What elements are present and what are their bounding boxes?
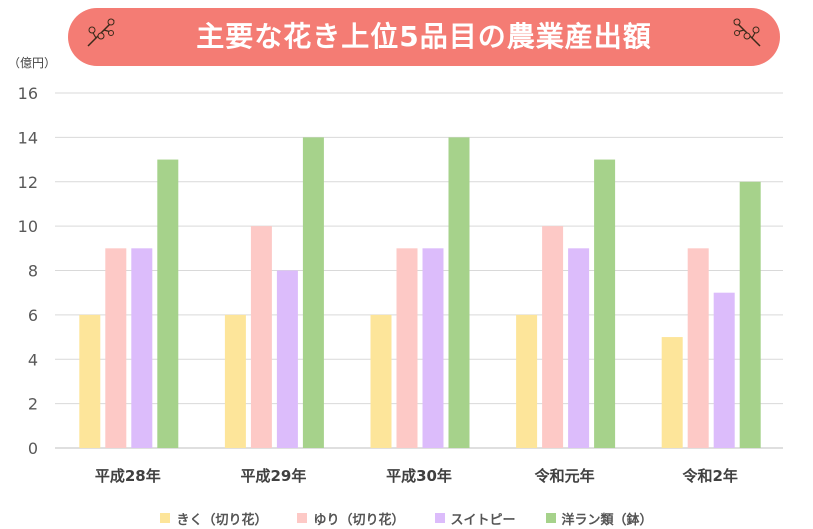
legend-swatch <box>297 513 308 523</box>
y-tick-label: 14 <box>18 128 38 147</box>
bar <box>687 248 709 448</box>
legend-item: きく（切り花） <box>160 509 268 528</box>
x-tick-label: 平成28年 <box>95 467 161 485</box>
bar <box>594 159 616 448</box>
bar <box>448 137 470 448</box>
bar <box>713 292 735 448</box>
bar <box>105 248 127 448</box>
x-tick-label: 令和元年 <box>535 467 595 485</box>
bar <box>79 314 101 448</box>
legend: きく（切り花） ゆり（切り花） スイトピー 洋ラン類（鉢） <box>0 509 813 528</box>
y-tick-label: 16 <box>18 84 38 103</box>
legend-item: ゆり（切り花） <box>297 509 405 528</box>
y-tick-label: 2 <box>28 395 38 414</box>
flower-branch-icon <box>733 18 761 47</box>
x-tick-label: 平成30年 <box>386 467 452 485</box>
legend-swatch <box>545 513 556 523</box>
legend-label: きく（切り花） <box>176 512 268 528</box>
bar <box>516 314 538 448</box>
bar <box>370 314 392 448</box>
legend-swatch <box>434 513 445 523</box>
legend-swatch <box>160 513 171 523</box>
bar <box>131 248 153 448</box>
bar <box>422 248 444 448</box>
legend-item: 洋ラン類（鉢） <box>545 509 653 528</box>
y-axis-unit-label: （億円） <box>8 56 57 70</box>
bar <box>661 337 683 448</box>
y-tick-label: 12 <box>18 173 38 192</box>
legend-label: スイトピー <box>450 512 516 528</box>
bar <box>224 314 246 448</box>
bar <box>157 159 179 448</box>
y-tick-label: 4 <box>28 350 38 369</box>
flower-branch-icon <box>87 18 115 47</box>
bar <box>739 181 761 448</box>
x-tick-label: 平成29年 <box>240 467 306 485</box>
y-tick-label: 0 <box>28 439 38 458</box>
legend-item: スイトピー <box>434 509 516 528</box>
x-tick-label: 令和2年 <box>682 467 737 485</box>
legend-label: ゆり（切り花） <box>313 512 405 528</box>
chart-title: 主要な花き上位5品目の農業産出額 <box>196 20 652 53</box>
legend-label: 洋ラン類（鉢） <box>561 512 653 528</box>
y-tick-label: 6 <box>28 306 38 325</box>
bar <box>250 226 272 448</box>
y-tick-label: 8 <box>28 262 38 281</box>
bar <box>542 226 564 448</box>
y-tick-label: 10 <box>18 217 38 236</box>
bar <box>396 248 418 448</box>
bar <box>276 270 298 448</box>
bar <box>302 137 324 448</box>
chart-title-banner: 主要な花き上位5品目の農業産出額 <box>68 8 780 66</box>
bar <box>568 248 590 448</box>
